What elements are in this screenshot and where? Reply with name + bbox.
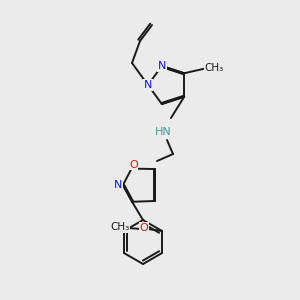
Text: CH₃: CH₃ <box>205 63 224 73</box>
Text: O: O <box>140 223 148 233</box>
Text: N: N <box>144 80 152 90</box>
Text: N: N <box>114 180 122 190</box>
Text: N: N <box>158 61 166 71</box>
Text: CH₃: CH₃ <box>110 222 130 232</box>
Text: O: O <box>129 160 138 170</box>
Text: HN: HN <box>154 127 171 137</box>
